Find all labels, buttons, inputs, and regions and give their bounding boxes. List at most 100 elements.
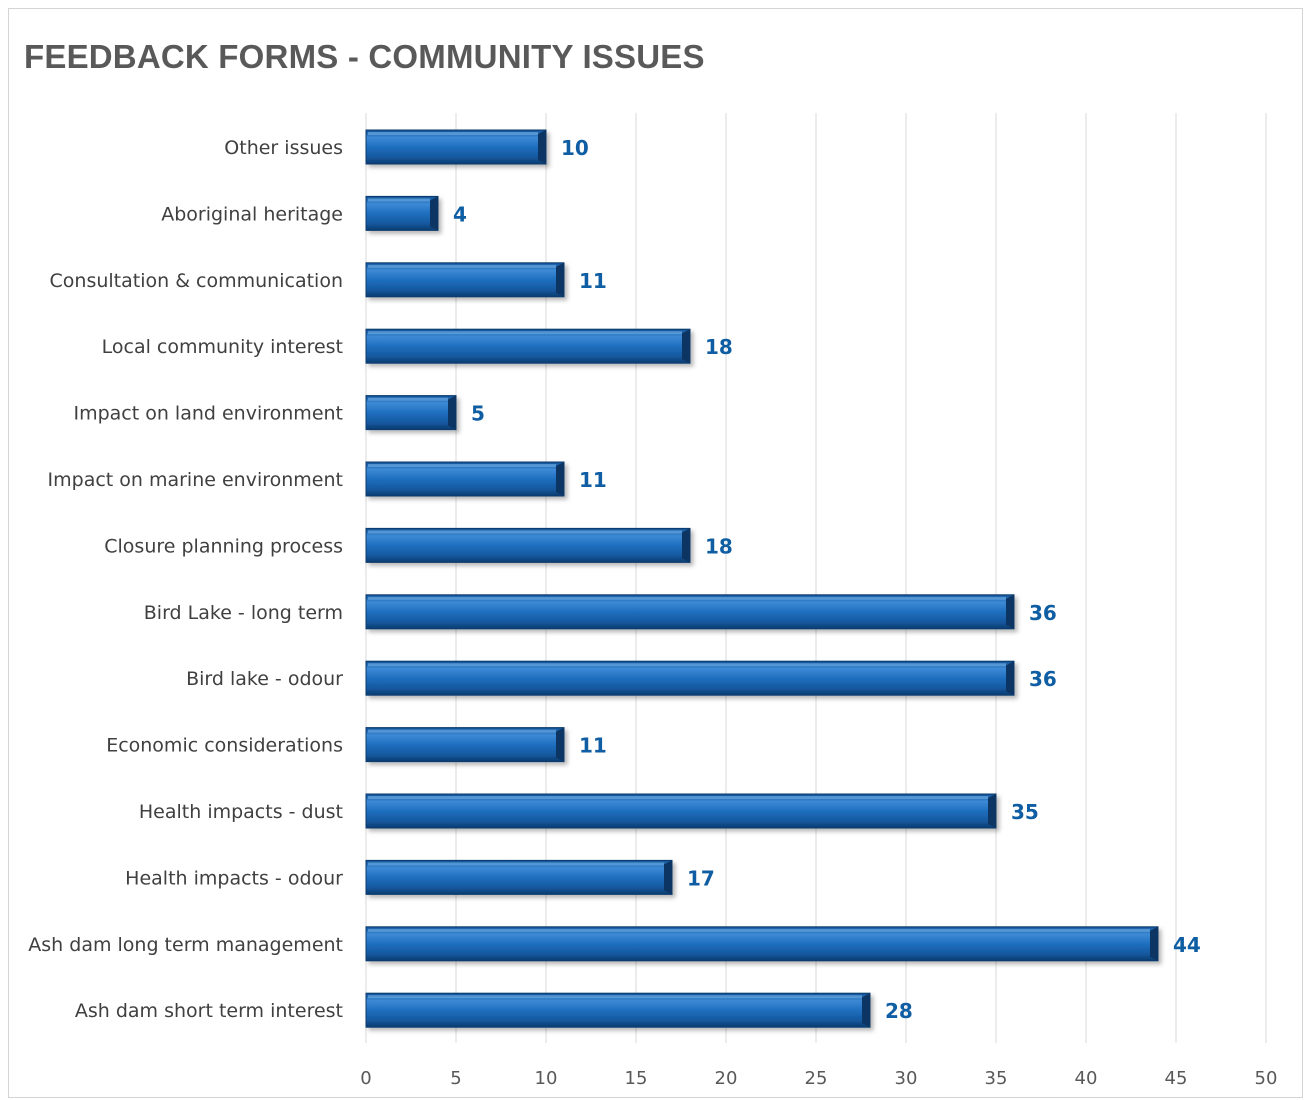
category-label-9: Bird lake - odour (186, 668, 343, 690)
bar-11 (365, 793, 997, 829)
bar-highlight (368, 663, 1006, 667)
bar-13 (365, 926, 1159, 962)
bar-9 (365, 660, 1015, 696)
data-label-4: 18 (705, 335, 733, 359)
bar-body (365, 859, 673, 895)
bar-6 (365, 461, 565, 497)
bar-body (365, 195, 439, 231)
category-label-4: Local community interest (102, 336, 343, 358)
category-label-2: Aboriginal heritage (161, 203, 343, 225)
bar-highlight (368, 729, 556, 733)
bar-end-cap (664, 860, 672, 895)
category-label-12: Health impacts - odour (125, 867, 343, 889)
bar-body (365, 793, 997, 829)
data-label-12: 17 (687, 866, 715, 890)
x-tick-label-5: 5 (450, 1068, 461, 1089)
bar-end-cap (430, 196, 438, 231)
x-tick-label-25: 25 (805, 1068, 828, 1089)
bar-3 (365, 262, 565, 298)
x-tick-label-0: 0 (360, 1068, 371, 1089)
category-label-5: Impact on land environment (73, 403, 343, 425)
bar-body (365, 395, 457, 431)
category-label-6: Impact on marine environment (48, 469, 343, 491)
bar-highlight (368, 596, 1006, 600)
data-label-2: 4 (453, 202, 467, 226)
data-label-7: 18 (705, 534, 733, 558)
gridlines (365, 113, 1267, 1043)
bar-body (365, 328, 691, 364)
bar-highlight (368, 464, 556, 467)
x-axis-ticks: 0 5 10 15 20 25 30 35 40 45 50 (360, 1068, 1277, 1089)
bar-body (365, 660, 1015, 696)
data-label-1: 10 (561, 136, 589, 160)
x-tick-label-10: 10 (535, 1068, 558, 1089)
bar-highlight (368, 264, 556, 268)
category-label-8: Bird Lake - long term (144, 602, 343, 624)
bar-4 (365, 328, 691, 364)
bar-body (365, 461, 565, 497)
bar-end-cap (682, 528, 690, 563)
bar-end-cap (1150, 926, 1158, 961)
bar-highlight (368, 530, 682, 534)
bar-end-cap (556, 262, 564, 297)
data-label-13: 44 (1173, 933, 1201, 957)
bar-highlight (368, 331, 682, 335)
category-label-13: Ash dam long term management (28, 934, 343, 956)
bar-highlight (368, 928, 1150, 932)
data-label-8: 36 (1029, 601, 1057, 625)
bar-highlight (368, 198, 430, 202)
category-labels: Other issues Aboriginal heritage Consultat… (28, 137, 343, 1022)
bar-highlight (368, 132, 538, 135)
x-tick-label-20: 20 (715, 1068, 738, 1089)
bar-highlight (368, 397, 448, 401)
bar-14 (365, 992, 871, 1028)
category-label-11: Health impacts - dust (139, 801, 343, 823)
bar-end-cap (1006, 594, 1014, 629)
bar-body (365, 992, 871, 1028)
data-label-9: 36 (1029, 667, 1057, 691)
bar-end-cap (556, 727, 564, 762)
bar-2 (365, 195, 439, 231)
x-tick-label-45: 45 (1165, 1068, 1188, 1089)
data-label-3: 11 (579, 269, 607, 293)
bar-highlight (368, 862, 664, 866)
category-label-3: Consultation & communication (50, 270, 343, 292)
bar-highlight (368, 796, 988, 799)
bar-end-cap (862, 993, 870, 1028)
category-label-14: Ash dam short term interest (75, 1000, 343, 1022)
bar-5 (365, 395, 457, 431)
data-label-11: 35 (1011, 800, 1039, 824)
data-label-14: 28 (885, 999, 913, 1023)
bar-7 (365, 527, 691, 563)
bar-8 (365, 594, 1015, 630)
bars (365, 129, 1159, 1028)
bar-end-cap (988, 794, 996, 828)
bar-body (365, 527, 691, 563)
x-tick-label-35: 35 (985, 1068, 1008, 1089)
bar-end-cap (448, 395, 456, 430)
bar-body (365, 129, 547, 165)
category-label-1: Other issues (224, 137, 343, 159)
bar-1 (365, 129, 547, 165)
category-label-7: Closure planning process (104, 535, 343, 557)
data-label-6: 11 (579, 468, 607, 492)
bar-end-cap (1006, 661, 1014, 696)
bar-highlight (368, 995, 862, 999)
bar-12 (365, 859, 673, 895)
bar-body (365, 262, 565, 298)
bar-body (365, 594, 1015, 630)
x-tick-label-15: 15 (625, 1068, 648, 1089)
chart-title: FEEDBACK FORMS - COMMUNITY ISSUES (24, 38, 705, 75)
bar-end-cap (682, 329, 690, 364)
x-tick-label-50: 50 (1255, 1068, 1278, 1089)
bar-body (365, 926, 1159, 962)
x-tick-label-40: 40 (1075, 1068, 1098, 1089)
bar-body (365, 727, 565, 763)
x-tick-label-30: 30 (895, 1068, 918, 1089)
category-label-10: Economic considerations (106, 735, 343, 757)
bar-end-cap (538, 130, 546, 164)
data-labels: 10 4 11 18 5 11 18 36 36 11 35 17 44 28 (453, 136, 1201, 1023)
data-label-5: 5 (471, 402, 485, 426)
bar-10 (365, 727, 565, 763)
